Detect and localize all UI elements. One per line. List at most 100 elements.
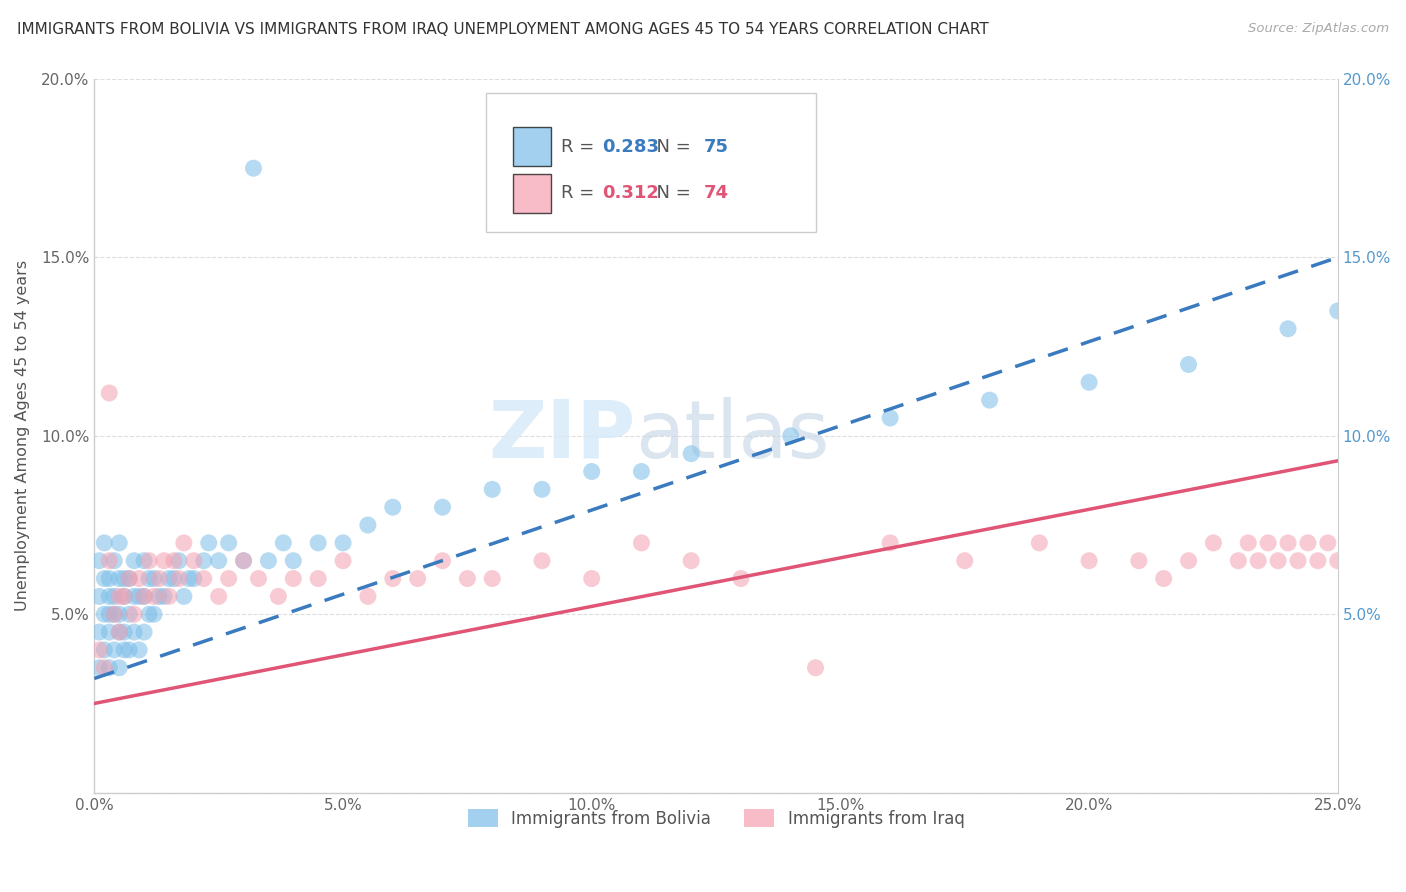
Point [1267, 554, 1289, 568]
Point [89, 643, 111, 657]
Point [481, 572, 503, 586]
Point [332, 554, 354, 568]
Point [89, 554, 111, 568]
Point [381, 500, 404, 515]
Point [138, 572, 160, 586]
Point [177, 572, 200, 586]
Point [1357, 536, 1379, 550]
Point [1296, 536, 1319, 550]
Point [1337, 536, 1360, 550]
Point [167, 572, 190, 586]
Point [1078, 554, 1101, 568]
Point [118, 643, 141, 657]
Point [1227, 554, 1250, 568]
Point [98, 590, 121, 604]
Point [93, 607, 115, 622]
Text: 0.283: 0.283 [602, 137, 658, 156]
Point [630, 465, 652, 479]
Point [103, 590, 125, 604]
Point [118, 572, 141, 586]
Text: N =: N = [645, 137, 697, 156]
Point [1078, 376, 1101, 390]
Point [332, 536, 354, 550]
Point [1177, 358, 1199, 372]
Point [681, 554, 703, 568]
Point [93, 643, 115, 657]
Point [1326, 304, 1348, 318]
Point [530, 554, 553, 568]
Point [157, 590, 180, 604]
Point [232, 554, 254, 568]
Point [173, 536, 195, 550]
Point [98, 661, 121, 675]
Text: 75: 75 [703, 137, 728, 156]
Point [98, 386, 121, 401]
Point [112, 643, 135, 657]
Point [153, 590, 176, 604]
Point [1316, 536, 1339, 550]
Point [103, 607, 125, 622]
Point [112, 572, 135, 586]
Point [1128, 554, 1150, 568]
Point [98, 554, 121, 568]
Point [122, 607, 145, 622]
Point [163, 572, 186, 586]
Point [143, 607, 166, 622]
Point [89, 625, 111, 640]
FancyBboxPatch shape [486, 94, 815, 233]
Point [681, 447, 703, 461]
Point [138, 554, 160, 568]
Point [108, 590, 131, 604]
Point [307, 536, 329, 550]
Point [283, 554, 305, 568]
Point [89, 661, 111, 675]
Point [218, 536, 240, 550]
Point [108, 661, 131, 675]
Point [143, 590, 166, 604]
Text: R =: R = [561, 137, 599, 156]
Point [1028, 536, 1050, 550]
Point [98, 572, 121, 586]
Point [98, 625, 121, 640]
Point [98, 607, 121, 622]
Point [307, 572, 329, 586]
Point [779, 429, 801, 443]
Point [89, 590, 111, 604]
Point [1386, 554, 1406, 568]
Point [1376, 536, 1399, 550]
Text: N =: N = [645, 184, 697, 202]
Point [153, 554, 176, 568]
Point [183, 554, 205, 568]
Point [432, 554, 454, 568]
Point [232, 554, 254, 568]
Point [128, 643, 150, 657]
Point [197, 536, 219, 550]
Point [456, 572, 478, 586]
Point [132, 554, 155, 568]
Point [581, 465, 603, 479]
Point [103, 554, 125, 568]
Y-axis label: Unemployment Among Ages 45 to 54 years: Unemployment Among Ages 45 to 54 years [15, 260, 30, 611]
Point [530, 483, 553, 497]
Point [257, 554, 280, 568]
Point [283, 572, 305, 586]
Point [118, 607, 141, 622]
Point [193, 554, 215, 568]
Point [630, 536, 652, 550]
Point [93, 572, 115, 586]
Point [247, 572, 270, 586]
Point [122, 590, 145, 604]
Point [1257, 536, 1279, 550]
Point [1177, 554, 1199, 568]
Point [108, 572, 131, 586]
Point [1247, 554, 1270, 568]
Point [112, 590, 135, 604]
Point [218, 572, 240, 586]
Point [93, 661, 115, 675]
Point [108, 625, 131, 640]
Point [163, 554, 186, 568]
Point [193, 572, 215, 586]
Point [132, 625, 155, 640]
Point [128, 572, 150, 586]
Point [148, 590, 170, 604]
